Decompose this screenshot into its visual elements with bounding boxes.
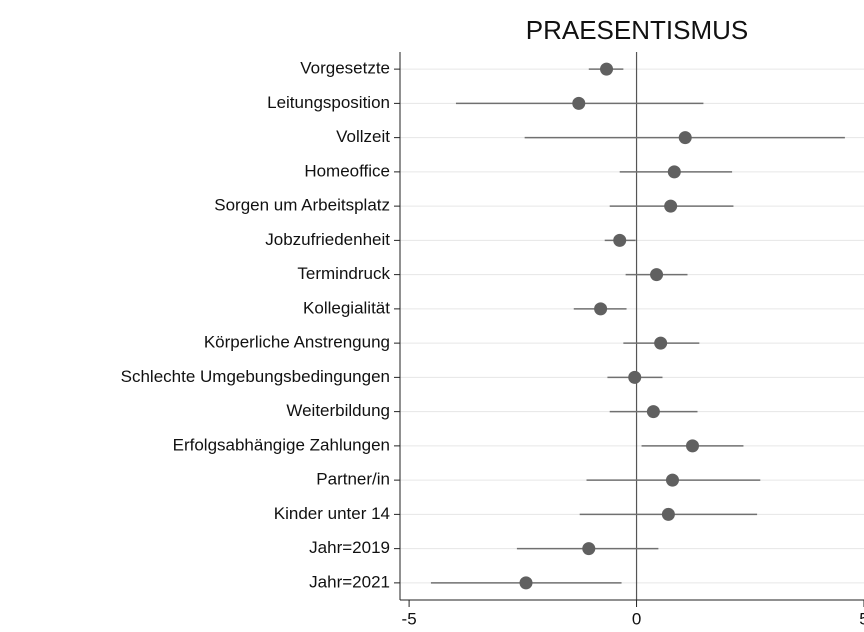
point-estimate [661, 507, 675, 521]
point-estimate [678, 131, 692, 145]
y-tick-label: Erfolgsabhängige Zahlungen [173, 435, 390, 454]
x-tick-label: 5 [859, 609, 864, 628]
y-tick-label: Sorgen um Arbeitsplatz [214, 196, 390, 215]
y-tick-label: Termindruck [297, 264, 390, 283]
y-tick-label: Homeoffice [304, 161, 390, 180]
point-estimate [665, 473, 679, 487]
y-tick-label: Körperliche Anstrengung [204, 333, 390, 352]
point-estimate [582, 542, 596, 556]
point-estimate [650, 268, 664, 282]
x-tick-label: -5 [402, 609, 417, 628]
y-tick-label: Vollzeit [336, 127, 390, 146]
point-estimate [600, 62, 614, 76]
point-estimate [594, 302, 608, 316]
y-tick-label: Schlechte Umgebungsbedingungen [121, 367, 390, 386]
y-tick-label: Jahr=2019 [309, 538, 390, 557]
point-estimate [613, 233, 627, 247]
point-estimate [686, 439, 700, 453]
point-estimate [646, 405, 660, 419]
point-estimate [667, 165, 681, 179]
point-estimate [628, 370, 642, 384]
chart-title: PRAESENTISMUS [526, 15, 749, 45]
point-estimate [572, 96, 586, 110]
point-estimate [664, 199, 678, 213]
y-tick-label: Vorgesetzte [300, 59, 390, 78]
point-estimate [519, 576, 533, 590]
point-estimate [654, 336, 668, 350]
y-tick-label: Kinder unter 14 [274, 504, 390, 523]
y-tick-label: Kollegialität [303, 298, 390, 317]
y-tick-label: Jobzufriedenheit [265, 230, 390, 249]
y-tick-label: Weiterbildung [286, 401, 390, 420]
y-tick-label: Jahr=2021 [309, 572, 390, 591]
x-tick-label: 0 [632, 609, 641, 628]
y-tick-label: Leitungsposition [267, 93, 390, 112]
y-tick-label: Partner/in [316, 470, 390, 489]
